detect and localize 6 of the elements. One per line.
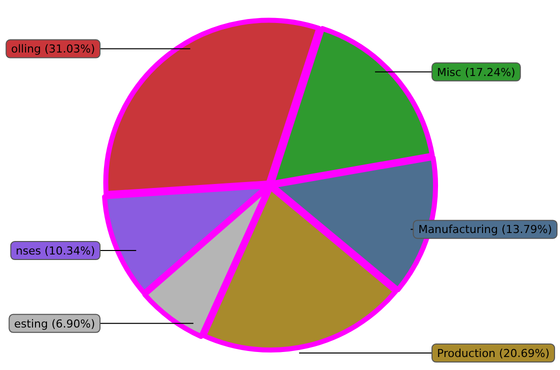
slice-label: Manufacturing (13.79%) [418, 223, 552, 236]
slice-label: Misc (17.24%) [437, 66, 516, 79]
slice-label: olling (31.03%) [11, 42, 95, 56]
slice-label: Production (20.69%) [437, 346, 550, 360]
slice-label: esting (6.90%) [14, 317, 96, 330]
slice-label: nses (10.34%) [16, 244, 96, 258]
